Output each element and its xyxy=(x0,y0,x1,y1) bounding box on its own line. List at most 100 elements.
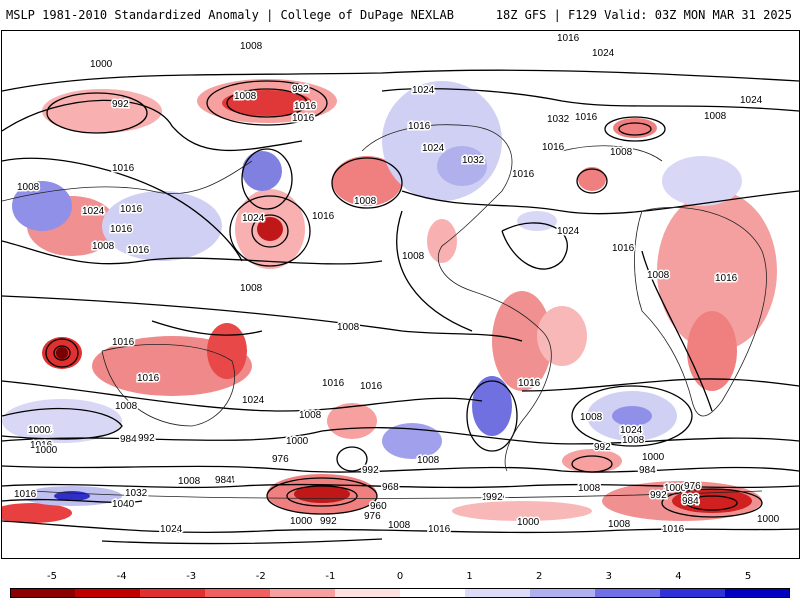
isobar-label: 1016 xyxy=(557,33,580,44)
isobar-label: 992 xyxy=(650,490,667,501)
isobar-label: 1016 xyxy=(512,169,535,180)
isobar-label: 968 xyxy=(382,482,399,493)
colorbar-segment xyxy=(335,588,401,598)
isobar-label: 1016 xyxy=(322,378,345,389)
isobar-label: 1016 xyxy=(127,245,150,256)
isobar-label: 1016 xyxy=(662,524,685,535)
colorbar-tick-label: -4 xyxy=(116,571,127,582)
isobar-label: 976 xyxy=(272,454,289,465)
colorbar-segment xyxy=(530,588,596,598)
isobar-label: 1000 xyxy=(482,492,505,503)
colorbar-segment xyxy=(725,588,790,598)
isobar-label: 1024 xyxy=(620,425,643,436)
colorbar-tick-label: 5 xyxy=(744,571,752,582)
isobar-label: 1016 xyxy=(518,378,541,389)
colorbar-segment xyxy=(140,588,206,598)
isobar-label: 992 xyxy=(292,84,309,95)
isobar-label: 1040 xyxy=(112,499,135,510)
isobar-label: 1016 xyxy=(120,204,143,215)
isobar-label: 984 xyxy=(639,465,656,476)
isobar-label: 1008 xyxy=(115,401,138,412)
isobar-label: 984 xyxy=(215,475,232,486)
isobar-label: 1016 xyxy=(30,440,53,451)
anomaly-colorbar: -5 -4 -3 -2 -1 0 1 2 3 4 5 xyxy=(0,570,800,600)
isobar-label: 1016 xyxy=(112,163,135,174)
isobar-label: 1016 xyxy=(112,337,135,348)
world-map: 1008 1016 1024 1000 992 1008 1016 992 1016 1024 10… xyxy=(1,30,800,559)
isobar-label: 1000 xyxy=(664,483,687,494)
isobar-label: 1000 xyxy=(517,517,540,528)
isobar-label: 976 xyxy=(364,511,381,522)
isobar-label: 1008 xyxy=(608,519,631,530)
isobar-label: 984 xyxy=(120,434,137,445)
isobar-label: 1032 xyxy=(547,114,570,125)
isobar-label: 1024 xyxy=(30,425,53,436)
isobar-label: 984 xyxy=(682,496,699,507)
isobar-label: 1000 xyxy=(28,425,51,436)
isobar-label: 1008 xyxy=(234,91,257,102)
isobar-label: 1008 xyxy=(580,412,603,423)
colorbar-tick-label: 4 xyxy=(675,571,682,582)
isobar-label: 1008 xyxy=(402,251,425,262)
colorbar-tick-label: -5 xyxy=(47,571,57,582)
isobar-label: 1008 xyxy=(578,483,601,494)
colorbar-tick-label: -3 xyxy=(186,571,197,582)
isobar-label: 1016 xyxy=(408,121,431,132)
isobar-label: 1008 xyxy=(610,147,633,158)
isobar-label: 1016 xyxy=(428,524,451,535)
isobar-label: 992 xyxy=(486,492,503,503)
isobar-label: 1000 xyxy=(35,445,58,456)
isobar-label: 1024 xyxy=(412,85,435,96)
colorbar-segment xyxy=(270,588,336,598)
colorbar-tick-label: -1 xyxy=(325,571,336,582)
isobar-label: 984 xyxy=(218,475,235,486)
isobar-label: 1008 xyxy=(337,322,360,333)
isobar-label: 992 xyxy=(112,99,129,110)
header-bar: MSLP 1981-2010 Standardized Anomaly | Co… xyxy=(0,0,800,30)
colorbar-segment xyxy=(10,588,76,598)
isobar-label: 1032 xyxy=(462,155,485,166)
isobar-label: 1024 xyxy=(82,206,105,217)
colorbar-segment xyxy=(465,588,531,598)
colorbar-segment xyxy=(75,588,141,598)
map-canvas: 1008101610241000992100810169921016102410… xyxy=(2,32,799,545)
isobar-label: 1008 xyxy=(704,111,727,122)
isobar-label: 1024 xyxy=(160,524,183,535)
isobar-label: 992 xyxy=(320,516,337,527)
isobar-label: 1008 xyxy=(647,270,670,281)
isobar-label: 992 xyxy=(138,433,155,444)
isobar-label: 1008 xyxy=(299,410,322,421)
isobar-label: 1000 xyxy=(757,514,780,525)
isobar-label: 1024 xyxy=(242,395,265,406)
isobar-label: 1032 xyxy=(125,488,148,499)
model-run-info: 18Z GFS | F129 Valid: 03Z MON MAR 31 202… xyxy=(495,8,792,22)
isobar-label: 1024 xyxy=(242,213,265,224)
coastlines xyxy=(2,124,767,499)
isobar-label: 1016 xyxy=(110,224,133,235)
isobar-label: 1000 xyxy=(642,452,665,463)
isobar-label: 1016 xyxy=(14,489,37,500)
isobar-label: 1016 xyxy=(542,142,565,153)
isobar-label: 1016 xyxy=(292,113,315,124)
isobar-label: 1000 xyxy=(290,516,313,527)
isobar-label: 1016 xyxy=(575,112,598,123)
isobar-contours xyxy=(2,69,799,545)
negative-anomaly-fields xyxy=(2,79,777,523)
isobar-label: 1008 xyxy=(388,520,411,531)
isobar-label: 1008 xyxy=(92,241,115,252)
isobar-label: 1008 xyxy=(354,196,377,207)
isobar-label: 1016 xyxy=(715,273,738,284)
isobar-label: 1016 xyxy=(294,101,317,112)
colorbar-tick-label: 3 xyxy=(605,571,612,582)
isobar-label: 992 xyxy=(594,442,611,453)
colorbar-segment xyxy=(400,588,466,598)
isobar-label: 976 xyxy=(684,481,701,492)
colorbar-tick-label: 0 xyxy=(396,571,404,582)
isobar-label: 1016 xyxy=(312,211,335,222)
colorbar-segment xyxy=(660,588,726,598)
isobar-label: 960 xyxy=(370,501,387,512)
map-title: MSLP 1981-2010 Standardized Anomaly | Co… xyxy=(6,8,454,22)
colorbar-tick-label: 2 xyxy=(536,571,543,582)
colorbar-border xyxy=(10,588,790,598)
colorbar-segment xyxy=(595,588,661,598)
